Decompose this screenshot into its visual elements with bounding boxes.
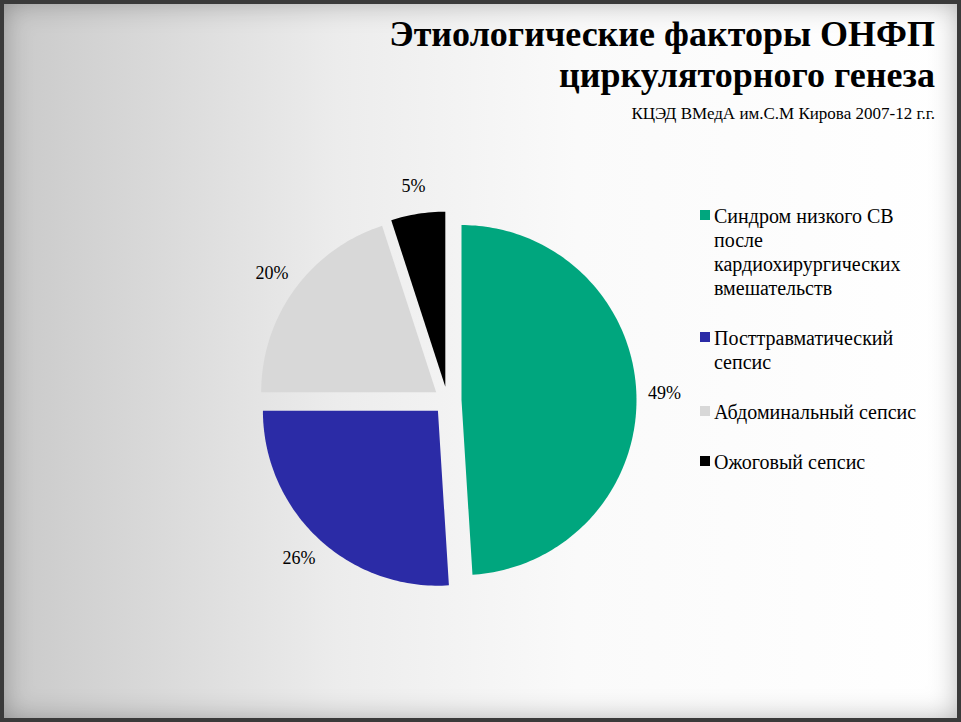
svg-text:20%: 20% [255, 263, 288, 283]
svg-text:26%: 26% [282, 548, 315, 568]
html-text:Абдоминальный сепсис: Абдоминальный сепсис [714, 401, 917, 423]
svg-text:5%: 5% [402, 176, 426, 196]
html-text:Синдром низкого СВ после карди: Синдром низкого СВ после кардиохирургиче… [714, 205, 901, 299]
html-text:Посттравматический сепсис: Посттравматический сепсис [714, 327, 894, 373]
html-text:Ожоговый сепсис: Ожоговый сепсис [714, 451, 866, 473]
html-text:Этиологические факторы ОНФП ци: Этиологические факторы ОНФП циркуляторно… [389, 14, 935, 96]
svg-text:49%: 49% [648, 383, 681, 403]
html-text:КЦЭД ВМедА им.С.М Кирова 2007-: КЦЭД ВМедА им.С.М Кирова 2007-12 г.г. [631, 104, 935, 123]
